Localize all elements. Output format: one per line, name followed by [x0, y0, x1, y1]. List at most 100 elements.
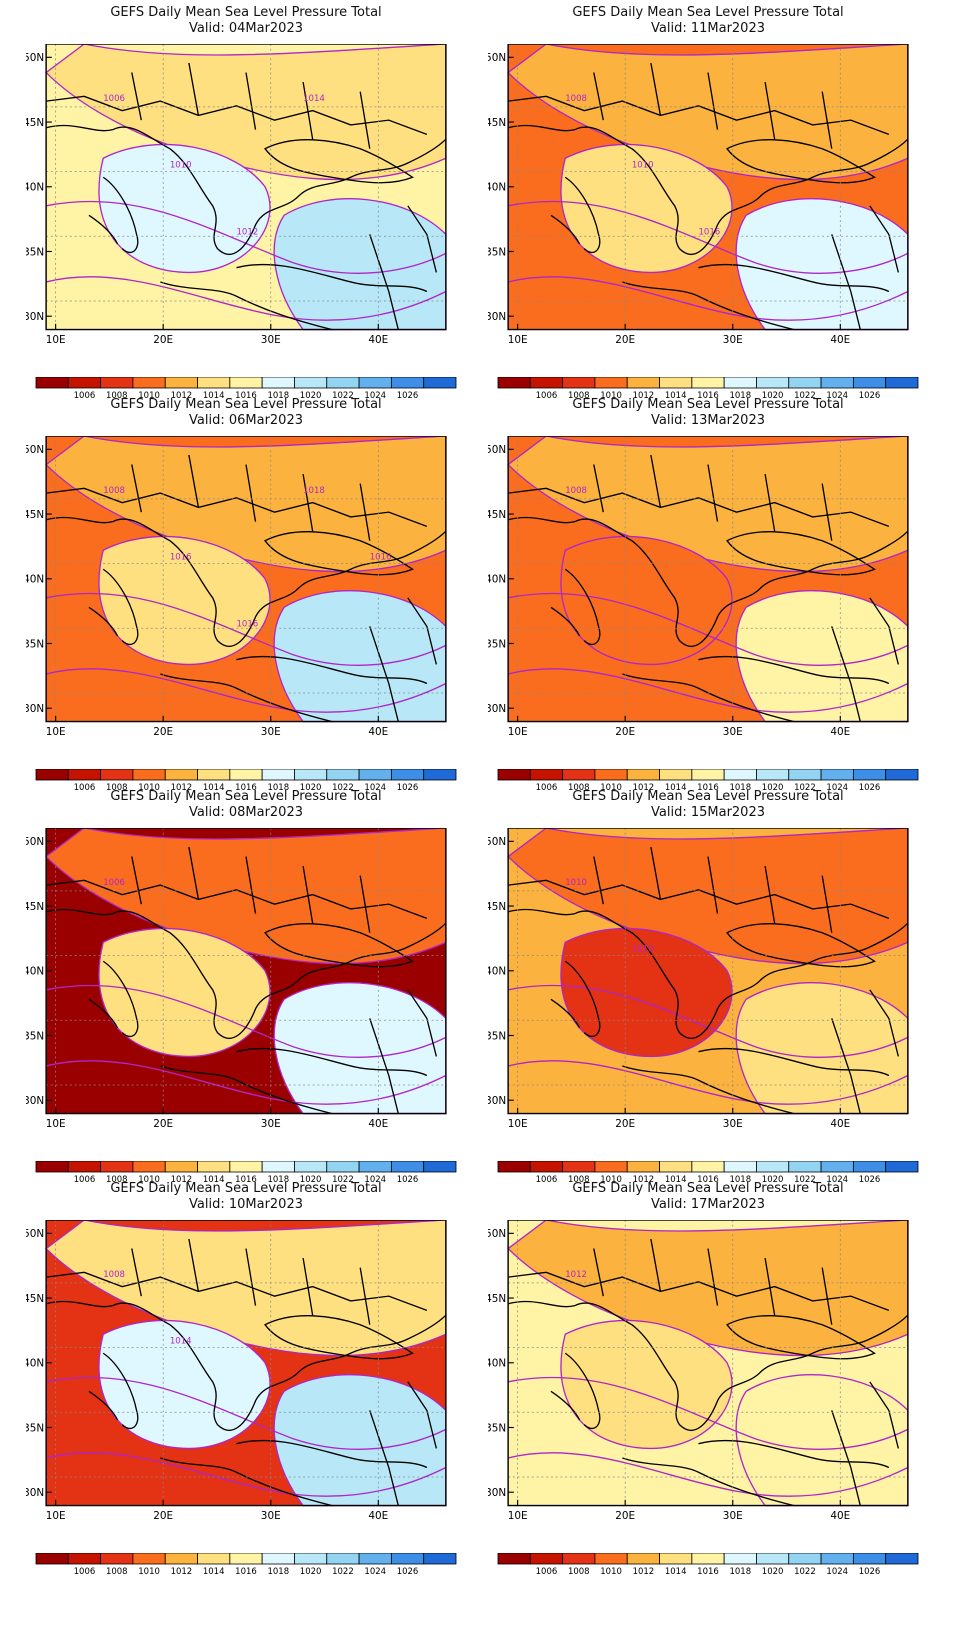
panel-title: GEFS Daily Mean Sea Level Pressure Total: [572, 5, 844, 20]
pressure-map: 1010 1010 50N 45N 40N 35N 30N10E 20E 30E 40E: [488, 828, 909, 1130]
colorbar-swatch: [594, 1553, 628, 1565]
colorbar-swatch: [691, 1161, 725, 1173]
colorbar-swatch: [852, 1553, 887, 1565]
x-tick-label: 30E: [261, 726, 281, 738]
coastline-border: [508, 95, 890, 136]
colorbar-swatch: [100, 769, 134, 781]
colorbar-label: 1020: [300, 1567, 322, 1576]
isobar-line: [45, 592, 447, 666]
colorbar-label: 1020: [762, 391, 784, 400]
y-tick-label: 35N: [26, 638, 44, 650]
colorbar-label: 1020: [300, 391, 322, 400]
pressure-map: 1008 50N 45N 40N 35N 30N10E 20E 30E 40E: [488, 436, 909, 738]
pressure-contour-region: [45, 1220, 447, 1357]
colorbar-swatch: [35, 377, 69, 389]
isobar-line: [507, 200, 909, 274]
x-tick-label: 30E: [723, 334, 743, 346]
coastline-border: [45, 1300, 447, 1431]
y-tick-label: 35N: [26, 246, 44, 258]
colorbar-label: 1010: [138, 783, 160, 792]
colorbar-label: 1014: [203, 391, 225, 400]
coastline-border: [45, 908, 447, 1039]
colorbar-label: 1008: [568, 783, 590, 792]
isobar-line: [45, 668, 447, 713]
coastline-border: [264, 139, 414, 184]
x-tick-label: 20E: [153, 1510, 173, 1522]
colorbar-swatch: [132, 769, 166, 781]
colorbar-label: 1016: [697, 391, 719, 400]
coastline-border: [550, 960, 601, 1038]
y-tick-label: 45N: [26, 901, 44, 913]
coastline-border: [622, 1047, 890, 1115]
colorbar-label: 1012: [633, 1175, 655, 1184]
colorbar-swatch: [423, 377, 457, 389]
y-tick-label: 50N: [488, 52, 506, 64]
panel-valid-date: Valid: 10Mar2023: [189, 1197, 303, 1212]
contour-label: 1008: [103, 486, 125, 496]
colorbar-swatch: [294, 769, 328, 781]
colorbar-swatch: [691, 769, 725, 781]
colorbar-label: 1010: [138, 1567, 160, 1576]
colorbar-swatch: [197, 377, 231, 389]
colorbar-swatch: [132, 1553, 166, 1565]
coastline-border: [507, 1300, 909, 1431]
colorbar: 1006 1008 1010 1012 1014 1016 1018 1020 1022 1024…: [35, 1553, 457, 1576]
colorbar-label: 1016: [235, 1175, 257, 1184]
colorbar-swatch: [294, 1553, 328, 1565]
colorbar-label: 1016: [235, 783, 257, 792]
contour-label: 1010: [632, 945, 654, 955]
colorbar-swatch: [229, 1553, 263, 1565]
colorbar-swatch: [35, 1553, 69, 1565]
coastline-border: [160, 1439, 428, 1507]
colorbar-swatch: [132, 1161, 166, 1173]
colorbar-swatch: [423, 1553, 457, 1565]
colorbar-label: 1006: [74, 1567, 96, 1576]
colorbar-label: 1020: [762, 1567, 784, 1576]
colorbar-label: 1014: [665, 391, 687, 400]
colorbar-swatch: [294, 377, 328, 389]
colorbar-swatch: [788, 1161, 822, 1173]
contour-label: 1018: [303, 486, 325, 496]
colorbar-label: 1026: [397, 1567, 419, 1576]
pressure-contour-region: [560, 535, 733, 666]
coastline-border: [622, 655, 890, 723]
colorbar-swatch: [788, 1553, 822, 1565]
coastline-border: [46, 1271, 428, 1312]
y-tick-label: 30N: [26, 703, 44, 715]
coastline-border: [369, 989, 438, 1114]
colorbar-swatch: [529, 1161, 564, 1173]
y-tick-label: 50N: [488, 444, 506, 456]
colorbar-label: 1020: [762, 783, 784, 792]
y-tick-label: 45N: [488, 901, 506, 913]
colorbar-swatch: [723, 769, 757, 781]
pressure-contour-region: [507, 436, 909, 573]
colorbar-swatch: [497, 1161, 531, 1173]
colorbar-swatch: [197, 769, 231, 781]
isobar-line: [507, 276, 909, 321]
colorbar-swatch: [197, 1553, 231, 1565]
colorbar-label: 1006: [74, 783, 96, 792]
colorbar-label: 1010: [600, 391, 622, 400]
x-tick-label: 20E: [153, 1118, 173, 1130]
colorbar-label: 1018: [267, 391, 289, 400]
colorbar-swatch: [358, 377, 392, 389]
colorbar-swatch: [100, 1553, 134, 1565]
colorbar-swatch: [562, 1553, 596, 1565]
colorbar-swatch: [691, 377, 725, 389]
colorbar-swatch: [852, 769, 887, 781]
coastline-border: [88, 176, 139, 254]
colorbar-label: 1024: [364, 1567, 386, 1576]
colorbar-label: 1026: [859, 783, 881, 792]
colorbar-label: 1010: [600, 783, 622, 792]
x-tick-label: 40E: [368, 726, 388, 738]
colorbar-swatch: [35, 1161, 69, 1173]
colorbar-label: 1016: [235, 1567, 257, 1576]
y-tick-label: 45N: [488, 509, 506, 521]
y-tick-label: 35N: [488, 1030, 506, 1042]
contour-label: 1010: [170, 161, 192, 171]
pressure-map: 1006 1010 1012 1014 50N 45N 40N 35N 30N10E 20E 30E…: [26, 44, 447, 346]
colorbar-label: 1010: [138, 1175, 160, 1184]
isobar-line: [507, 592, 909, 666]
x-tick-label: 10E: [508, 1118, 528, 1130]
colorbar-label: 1026: [397, 783, 419, 792]
